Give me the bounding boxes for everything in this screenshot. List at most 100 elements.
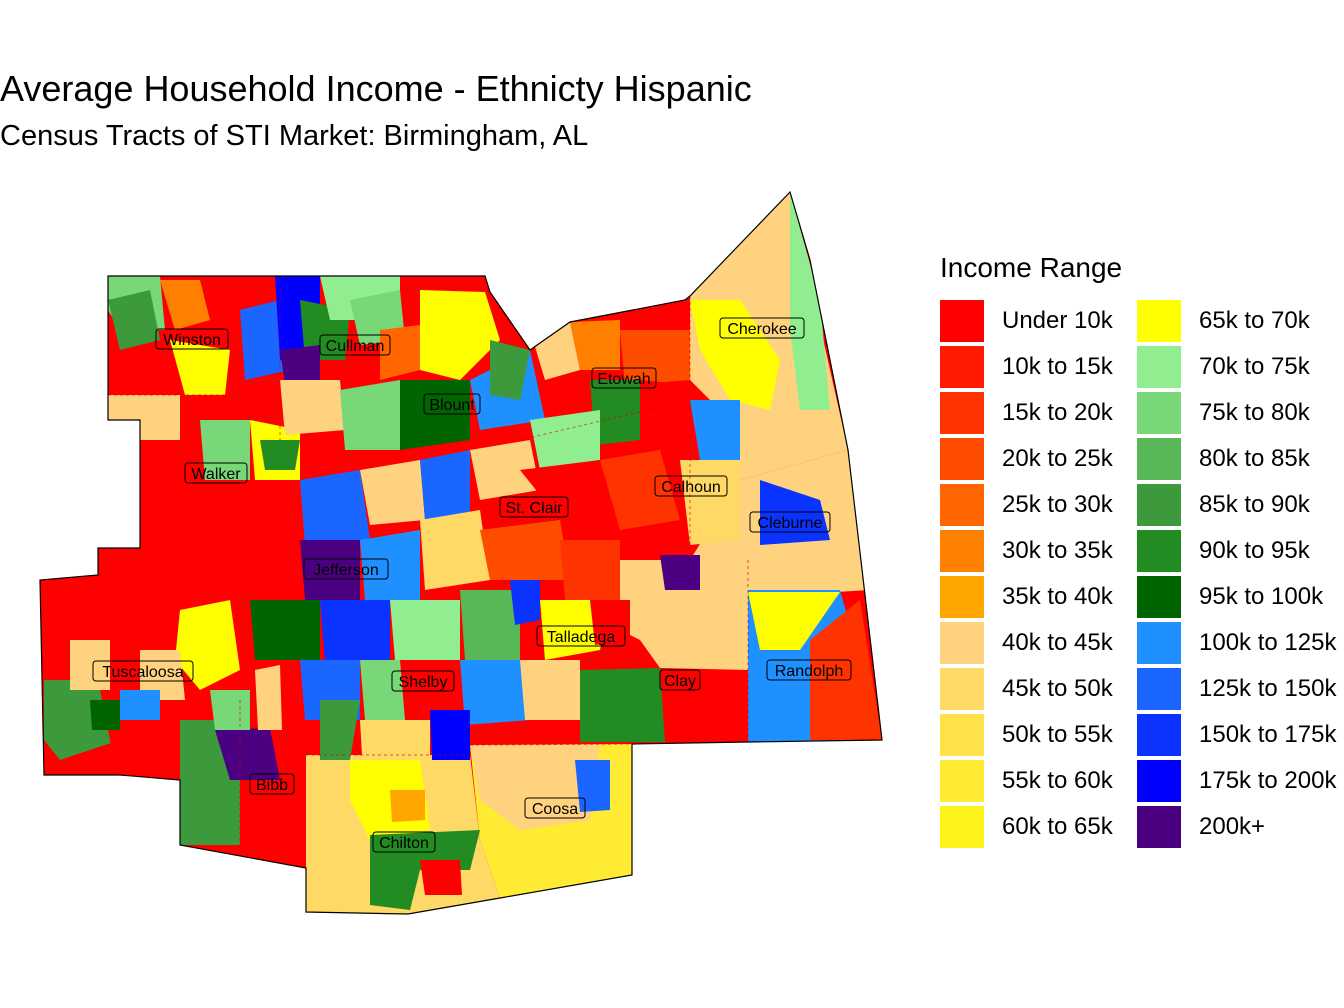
legend-label: 50k to 55k bbox=[1002, 721, 1113, 748]
legend-swatch bbox=[940, 806, 984, 848]
legend-item: 70k to 75k bbox=[1137, 344, 1334, 390]
legend-title: Income Range bbox=[940, 252, 1123, 283]
legend-label: 25k to 30k bbox=[1002, 491, 1113, 518]
legend-item: 30k to 35k bbox=[940, 528, 1137, 574]
legend-item: 60k to 65k bbox=[940, 804, 1137, 850]
legend-swatch bbox=[1137, 668, 1181, 710]
county-label-coosa: Coosa bbox=[524, 797, 586, 819]
legend-swatch bbox=[940, 714, 984, 756]
legend-item: 75k to 80k bbox=[1137, 390, 1334, 436]
legend-label: 20k to 25k bbox=[1002, 445, 1113, 472]
svg-text:Randolph: Randolph bbox=[775, 663, 844, 680]
legend-item: 40k to 45k bbox=[940, 620, 1137, 666]
legend-label: 65k to 70k bbox=[1199, 307, 1310, 334]
legend-column-1: Under 10k 10k to 15k 15k to 20k 20k to 25k 2… bbox=[940, 298, 1137, 850]
legend-swatch bbox=[1137, 714, 1181, 756]
legend-item: 35k to 40k bbox=[940, 574, 1137, 620]
legend-swatch bbox=[1137, 530, 1181, 572]
county-label-randolph: Randolph bbox=[766, 659, 852, 681]
county-boundaries bbox=[108, 276, 749, 845]
legend-swatch bbox=[940, 622, 984, 664]
legend-swatch bbox=[940, 438, 984, 480]
county-label-cullman: Cullman bbox=[319, 334, 391, 356]
legend-item: 10k to 15k bbox=[940, 344, 1137, 390]
county-label-calhoun: Calhoun bbox=[654, 475, 728, 497]
legend-swatch bbox=[1137, 806, 1181, 848]
svg-text:Winston: Winston bbox=[163, 332, 221, 349]
legend-swatch bbox=[940, 346, 984, 388]
legend-label: 90k to 95k bbox=[1199, 537, 1310, 564]
legend-item: 85k to 90k bbox=[1137, 482, 1334, 528]
svg-text:Cherokee: Cherokee bbox=[727, 321, 796, 338]
legend-swatch bbox=[1137, 346, 1181, 388]
legend-label: 55k to 60k bbox=[1002, 767, 1113, 794]
svg-text:Cleburne: Cleburne bbox=[758, 515, 823, 532]
legend-item: 175k to 200k bbox=[1137, 758, 1337, 804]
legend-swatch bbox=[940, 576, 984, 618]
legend-swatch bbox=[1137, 484, 1181, 526]
legend-swatch bbox=[1137, 392, 1181, 434]
legend-swatch bbox=[1137, 300, 1181, 342]
legend-item: 20k to 25k bbox=[940, 436, 1137, 482]
legend-label: 80k to 85k bbox=[1199, 445, 1310, 472]
legend-swatch bbox=[940, 484, 984, 526]
svg-text:Blount: Blount bbox=[429, 397, 475, 414]
legend-label: 10k to 15k bbox=[1002, 353, 1113, 380]
county-label-st-clair: St. Clair bbox=[499, 496, 569, 518]
county-label-blount: Blount bbox=[423, 393, 481, 415]
choropleth-map: Winston Cullman Blount Etowah Cherokee W… bbox=[39, 190, 883, 915]
legend-item: 125k to 150k bbox=[1137, 666, 1336, 712]
tract-polygons bbox=[40, 192, 882, 914]
legend-item: 45k to 50k bbox=[940, 666, 1137, 712]
county-label-chilton: Chilton bbox=[372, 831, 436, 853]
market-boundary bbox=[39, 190, 883, 915]
legend-label: 40k to 45k bbox=[1002, 629, 1113, 656]
county-label-cleburne: Cleburne bbox=[749, 511, 831, 533]
svg-text:Shelby: Shelby bbox=[399, 674, 448, 691]
legend-label: 75k to 80k bbox=[1199, 399, 1310, 426]
legend-swatch bbox=[940, 300, 984, 342]
legend-label: 100k to 125k bbox=[1199, 629, 1337, 656]
legend-item: 55k to 60k bbox=[940, 758, 1137, 804]
legend-swatch bbox=[1137, 438, 1181, 480]
legend-item: 150k to 175k bbox=[1137, 712, 1337, 758]
legend-swatch bbox=[1137, 622, 1181, 664]
county-label-talladega: Talladega bbox=[536, 625, 626, 647]
legend-swatch bbox=[1137, 576, 1181, 618]
legend-item: 100k to 125k bbox=[1137, 620, 1337, 666]
legend-item: 200k+ bbox=[1137, 804, 1334, 850]
legend-swatch bbox=[940, 530, 984, 572]
svg-text:Bibb: Bibb bbox=[256, 777, 288, 794]
legend-label: 95k to 100k bbox=[1199, 583, 1324, 610]
legend-item: 90k to 95k bbox=[1137, 528, 1334, 574]
svg-text:Talladega: Talladega bbox=[547, 629, 616, 646]
legend-item: 15k to 20k bbox=[940, 390, 1137, 436]
svg-text:Coosa: Coosa bbox=[532, 801, 578, 818]
legend-label: Under 10k bbox=[1002, 307, 1113, 334]
map-title: Average Household Income - Ethnicty Hisp… bbox=[0, 68, 752, 109]
svg-text:Etowah: Etowah bbox=[597, 371, 650, 388]
legend-label: 175k to 200k bbox=[1199, 767, 1337, 794]
legend-label: 70k to 75k bbox=[1199, 353, 1310, 380]
legend-item: 25k to 30k bbox=[940, 482, 1137, 528]
county-label-tuscaloosa: Tuscaloosa bbox=[92, 660, 194, 682]
legend-label: 45k to 50k bbox=[1002, 675, 1113, 702]
county-label-etowah: Etowah bbox=[591, 367, 657, 389]
legend-swatch bbox=[1137, 760, 1181, 802]
legend-swatch bbox=[940, 392, 984, 434]
legend-label: 200k+ bbox=[1199, 813, 1266, 840]
svg-text:Tuscaloosa: Tuscaloosa bbox=[102, 664, 183, 681]
legend-column-2: 65k to 70k 70k to 75k 75k to 80k 80k to 85k… bbox=[1137, 298, 1337, 850]
legend-swatch bbox=[940, 760, 984, 802]
map-subtitle: Census Tracts of STI Market: Birmingham,… bbox=[0, 120, 589, 152]
legend-label: 60k to 65k bbox=[1002, 813, 1113, 840]
county-label-bibb: Bibb bbox=[249, 773, 295, 795]
svg-text:St. Clair: St. Clair bbox=[506, 500, 564, 517]
legend-swatch bbox=[940, 668, 984, 710]
county-label-walker: Walker bbox=[184, 462, 248, 484]
legend-label: 150k to 175k bbox=[1199, 721, 1337, 748]
legend-label: 15k to 20k bbox=[1002, 399, 1113, 426]
legend-label: 30k to 35k bbox=[1002, 537, 1113, 564]
legend-item: Under 10k bbox=[940, 298, 1137, 344]
county-label-winston: Winston bbox=[155, 328, 229, 350]
